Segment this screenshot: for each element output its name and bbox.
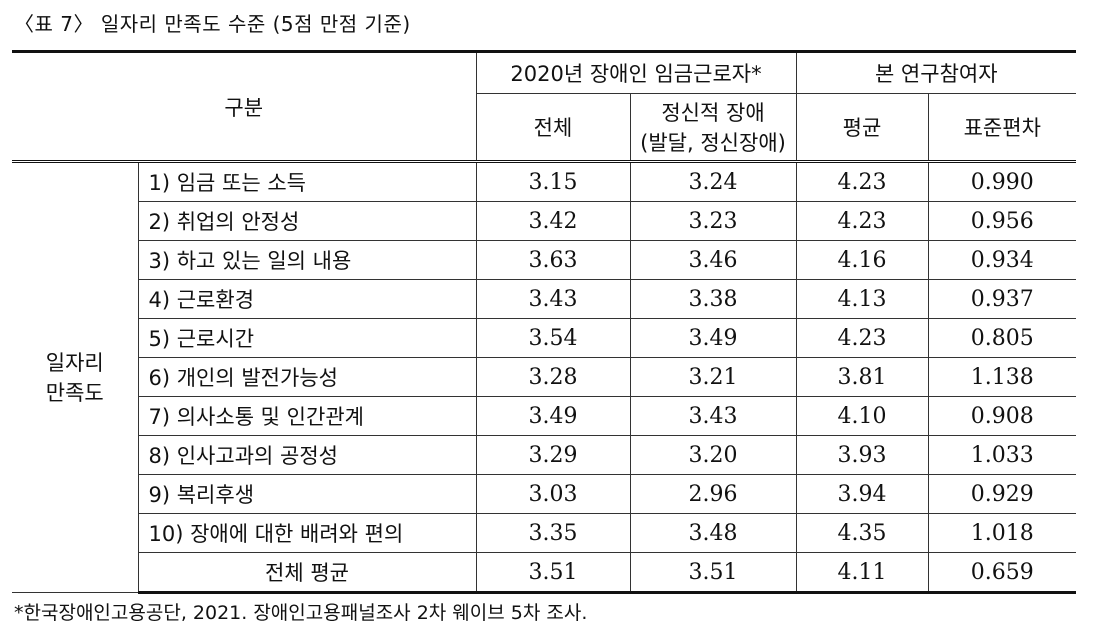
table-row: 8) 인사고과의 공정성 3.29 3.20 3.93 1.033 <box>12 435 1076 475</box>
cell-total: 3.63 <box>475 240 631 280</box>
cell-mental: 3.23 <box>629 201 797 241</box>
cell-mental: 2.96 <box>629 474 797 514</box>
total-cell-mean: 4.11 <box>795 552 929 594</box>
cell-mean: 4.35 <box>795 513 929 553</box>
cell-mental: 3.43 <box>629 396 797 436</box>
footnote: *한국장애인고용공단, 2021. 장애인고용패널조사 2차 웨이브 5차 조사… <box>14 602 588 624</box>
cell-mean: 3.93 <box>795 435 929 475</box>
table-row: 10) 장애에 대한 배려와 편의 3.35 3.48 4.35 1.018 <box>12 513 1076 553</box>
cell-total: 3.35 <box>475 513 631 553</box>
header-mental-line2: (발달, 정신장애) <box>640 131 786 155</box>
cell-mean: 4.10 <box>795 396 929 436</box>
cell-mental: 3.48 <box>629 513 797 553</box>
cell-sd: 0.908 <box>927 396 1076 436</box>
cell-mean: 3.94 <box>795 474 929 514</box>
cell-total: 3.03 <box>475 474 631 514</box>
cell-mental: 3.38 <box>629 279 797 319</box>
cell-total: 3.42 <box>475 201 631 241</box>
category-line1: 일자리 <box>45 350 104 375</box>
cell-mean: 4.23 <box>795 161 929 202</box>
header-mean: 평균 <box>795 93 929 163</box>
cell-mental: 3.21 <box>629 357 797 397</box>
cell-mean: 4.16 <box>795 240 929 280</box>
header-gubun: 구분 <box>12 50 477 163</box>
cell-total: 3.49 <box>475 396 631 436</box>
row-label: 10) 장애에 대한 배려와 편의 <box>137 513 477 553</box>
header-mental: 정신적 장애 (발달, 정신장애) <box>629 93 797 163</box>
row-label: 3) 하고 있는 일의 내용 <box>137 240 477 280</box>
header-total: 전체 <box>475 93 631 163</box>
cell-total: 3.28 <box>475 357 631 397</box>
cell-sd: 0.990 <box>927 161 1076 202</box>
table-row: 5) 근로시간 3.54 3.49 4.23 0.805 <box>12 318 1076 358</box>
row-label: 6) 개인의 발전가능성 <box>137 357 477 397</box>
table-row: 2) 취업의 안정성 3.42 3.23 4.23 0.956 <box>12 201 1076 241</box>
cell-total: 3.15 <box>475 161 631 202</box>
cell-total: 3.43 <box>475 279 631 319</box>
cell-sd: 0.956 <box>927 201 1076 241</box>
row-label: 2) 취업의 안정성 <box>137 201 477 241</box>
cell-mental: 3.46 <box>629 240 797 280</box>
table-row: 9) 복리후생 3.03 2.96 3.94 0.929 <box>12 474 1076 514</box>
cell-total: 3.54 <box>475 318 631 358</box>
cell-sd: 0.937 <box>927 279 1076 319</box>
table-row: 6) 개인의 발전가능성 3.28 3.21 3.81 1.138 <box>12 357 1076 397</box>
cell-mean: 4.23 <box>795 201 929 241</box>
cell-sd: 0.929 <box>927 474 1076 514</box>
row-label: 1) 임금 또는 소득 <box>137 161 477 202</box>
cell-sd: 0.805 <box>927 318 1076 358</box>
table-row-total: 전체 평균 3.51 3.51 4.11 0.659 <box>12 552 1076 594</box>
total-cell-total: 3.51 <box>475 552 631 594</box>
cell-mean: 3.81 <box>795 357 929 397</box>
total-cell-mental: 3.51 <box>629 552 797 594</box>
cell-sd: 1.033 <box>927 435 1076 475</box>
row-label: 9) 복리후생 <box>137 474 477 514</box>
cell-mental: 3.24 <box>629 161 797 202</box>
row-label: 4) 근로환경 <box>137 279 477 319</box>
table-row: 3) 하고 있는 일의 내용 3.63 3.46 4.16 0.934 <box>12 240 1076 280</box>
header-group-2020: 2020년 장애인 임금근로자* <box>475 50 797 94</box>
cell-mean: 4.13 <box>795 279 929 319</box>
row-label: 7) 의사소통 및 인간관계 <box>137 396 477 436</box>
row-label: 8) 인사고과의 공정성 <box>137 435 477 475</box>
category-line2: 만족도 <box>45 380 104 405</box>
table-row: 7) 의사소통 및 인간관계 3.49 3.43 4.10 0.908 <box>12 396 1076 436</box>
table-row: 4) 근로환경 3.43 3.38 4.13 0.937 <box>12 279 1076 319</box>
table-row: 일자리 만족도 1) 임금 또는 소득 3.15 3.24 4.23 0.990 <box>12 161 1076 593</box>
header-mental-line1: 정신적 장애 <box>661 101 765 125</box>
satisfaction-table: 구분 2020년 장애인 임금근로자* 본 연구참여자 전체 정신적 장애 (발… <box>12 50 1076 594</box>
cell-mental: 3.20 <box>629 435 797 475</box>
cell-sd: 0.934 <box>927 240 1076 280</box>
total-cell-sd: 0.659 <box>927 552 1076 594</box>
cell-sd: 1.018 <box>927 513 1076 553</box>
total-row-label: 전체 평균 <box>137 552 477 594</box>
cell-mental: 3.49 <box>629 318 797 358</box>
cell-mean: 4.23 <box>795 318 929 358</box>
header-sd: 표준편차 <box>927 93 1076 163</box>
table-caption: 〈표 7〉 일자리 만족도 수준 (5점 만점 기준) <box>14 12 411 36</box>
category-cell: 일자리 만족도 <box>12 161 139 593</box>
cell-sd: 1.138 <box>927 357 1076 397</box>
row-label: 5) 근로시간 <box>137 318 477 358</box>
cell-total: 3.29 <box>475 435 631 475</box>
header-group-study: 본 연구참여자 <box>795 50 1076 94</box>
